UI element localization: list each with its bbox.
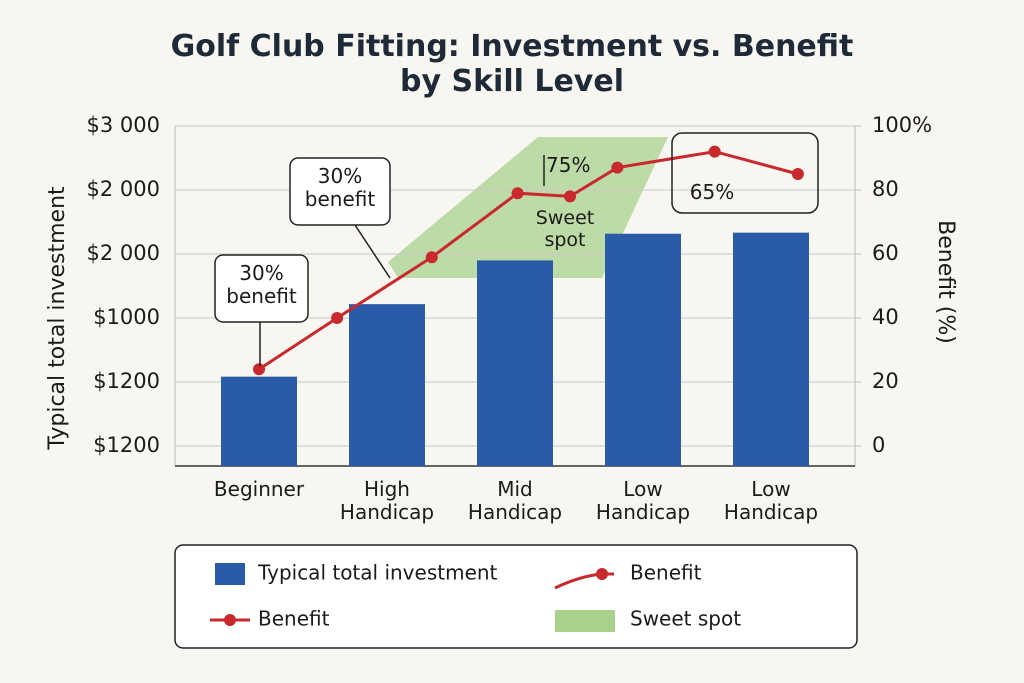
annotation: 65% [689, 180, 735, 204]
bar [477, 260, 553, 466]
annotation-box [289, 157, 391, 226]
benefit-point [708, 145, 721, 158]
bar [733, 232, 809, 466]
annotation: 30% benefit [304, 164, 376, 211]
y-tick-label: $3 000 [87, 113, 160, 137]
x-tick-label: Low Handicap [595, 477, 691, 524]
benefit-point [331, 312, 344, 324]
legend-swatch [555, 610, 615, 632]
bar [221, 376, 297, 466]
title-line: by Skill Level [400, 63, 624, 99]
bar [605, 233, 681, 466]
legend-swatch [596, 568, 608, 580]
benefit-line [258, 150, 799, 371]
legend-label: Sweet spot [630, 607, 741, 631]
benefit-point [511, 187, 524, 200]
y-tick-label: $1000 [93, 305, 160, 329]
bar [349, 304, 425, 466]
legend-label: Benefit [258, 607, 330, 631]
annotation: Sweet spot [535, 207, 595, 251]
legend-label: Typical total investment [257, 561, 498, 585]
annotation: 75% [546, 153, 591, 177]
y2-tick-label: 40 [872, 305, 899, 329]
x-tick-label: Beginner [213, 477, 305, 501]
benefit-point [425, 251, 438, 264]
y-tick-label: $1200 [93, 433, 160, 457]
legend-box [174, 544, 858, 649]
y-axis-label: Typical total investment [45, 186, 70, 451]
annotation-pointer [354, 224, 391, 279]
annotation-box [671, 132, 819, 214]
y2-axis-label: Benefit (%) [933, 220, 958, 344]
y2-tick-label: 80 [872, 177, 899, 201]
legend-swatch [224, 614, 236, 626]
y-tick-label: $2 000 [87, 241, 160, 265]
benefit-point [564, 190, 577, 203]
chart-title: Golf Club Fitting: Investment vs. Benefi… [112, 29, 912, 99]
legend-label: Benefit [630, 561, 702, 585]
annotation-box [214, 254, 309, 323]
benefit-point [611, 161, 624, 174]
y2-tick-label: 0 [872, 433, 885, 457]
y-tick-label: $2 000 [87, 177, 160, 201]
y2-tick-label: 100% [872, 113, 932, 137]
x-tick-label: Mid Handicap [467, 477, 563, 524]
benefit-point [791, 168, 804, 180]
annotation: 30% benefit [226, 261, 297, 308]
benefit-point [253, 363, 265, 376]
legend-swatch [215, 563, 245, 585]
x-tick-label: High Handicap [339, 477, 435, 524]
y2-tick-label: 60 [872, 241, 899, 265]
x-tick-label: Low Handicap [723, 477, 819, 524]
y-tick-label: $1200 [93, 369, 160, 393]
sweet-spot-region [388, 137, 668, 278]
title-line: Golf Club Fitting: Investment vs. Benefi… [170, 29, 854, 64]
y2-tick-label: 20 [872, 369, 899, 393]
